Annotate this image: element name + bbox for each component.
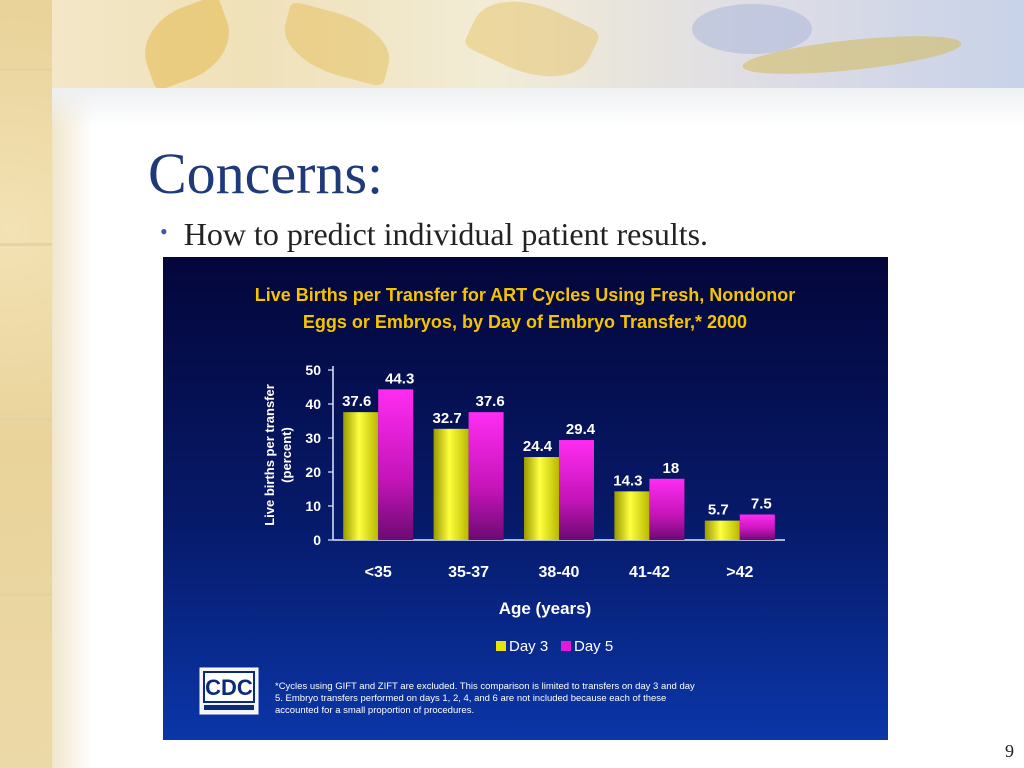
x-axis-label: Age (years) (499, 599, 592, 618)
bar-day3 (704, 520, 740, 540)
data-label-day5: 29.4 (566, 421, 596, 438)
y-tick-label: 30 (305, 430, 321, 446)
bullet-item: • How to predict individual patient resul… (160, 216, 708, 253)
legend-swatch-day3 (496, 641, 506, 651)
x-tick-label: <35 (365, 564, 392, 581)
y-axis-label-line-1: Live births per transfer (262, 384, 277, 526)
data-label-day3: 32.7 (432, 410, 461, 427)
footnote-line-1: *Cycles using GIFT and ZIFT are excluded… (275, 681, 695, 692)
y-tick-label: 0 (313, 532, 321, 548)
x-tick-label: 41-42 (629, 564, 670, 581)
chart-panel: Live Births per Transfer for ART Cycles … (163, 257, 888, 740)
x-tick-label: 35-37 (448, 564, 489, 581)
legend-label-day3: Day 3 (509, 638, 548, 655)
bar-day5 (559, 440, 594, 540)
legend-swatch-day5 (561, 641, 571, 651)
data-label-day3: 14.3 (613, 472, 642, 489)
bar-day3 (433, 428, 469, 540)
bar-day3 (524, 457, 559, 540)
chart-legend: Day 3 Day 5 (496, 638, 613, 655)
bar-day3 (614, 491, 650, 540)
data-label-day5: 44.3 (385, 370, 414, 387)
legend-label-day5: Day 5 (574, 638, 613, 655)
decorative-left-strip (0, 0, 52, 768)
y-tick-label: 10 (305, 498, 321, 514)
chart-title-line-1: Live Births per Transfer for ART Cycles … (255, 285, 795, 305)
cdc-logo: CDC (199, 667, 259, 715)
footnote-line-2: 5. Embryo transfers performed on days 1,… (275, 693, 666, 704)
bullet-text: How to predict individual patient result… (183, 216, 709, 252)
data-label-day3: 24.4 (523, 438, 553, 455)
bar-day3 (343, 412, 379, 540)
bar-day5 (739, 514, 775, 540)
y-tick-label: 20 (305, 464, 321, 480)
data-label-day5: 7.5 (751, 496, 772, 513)
x-tick-label: >42 (726, 564, 753, 581)
bar-day5 (468, 412, 504, 540)
cdc-logo-text: CDC (205, 675, 253, 700)
bar-chart: Live Births per Transfer for ART Cycles … (199, 285, 795, 716)
page-number: 9 (1005, 741, 1014, 761)
data-label-day3: 37.6 (342, 393, 371, 410)
decorative-banner-fade (52, 88, 1024, 128)
data-label-day5: 37.6 (475, 393, 504, 410)
bar-day5 (378, 389, 414, 540)
data-label-day5: 18 (663, 460, 680, 477)
y-axis-label-line-2: (percent) (279, 427, 294, 483)
y-tick-label: 40 (305, 396, 321, 412)
slide-title: Concerns: (148, 141, 384, 206)
decorative-top-banner (52, 0, 1024, 97)
chart-title-line-2: Eggs or Embryos, by Day of Embryo Transf… (303, 312, 747, 332)
bar-day5 (649, 478, 685, 540)
bullet-icon: • (160, 219, 168, 244)
decorative-left-fade (52, 0, 92, 768)
data-label-day3: 5.7 (708, 502, 729, 519)
x-tick-label: 38-40 (539, 564, 580, 581)
footnote-line-3: accounted for a small proportion of proc… (275, 705, 474, 716)
y-tick-label: 50 (305, 362, 321, 378)
